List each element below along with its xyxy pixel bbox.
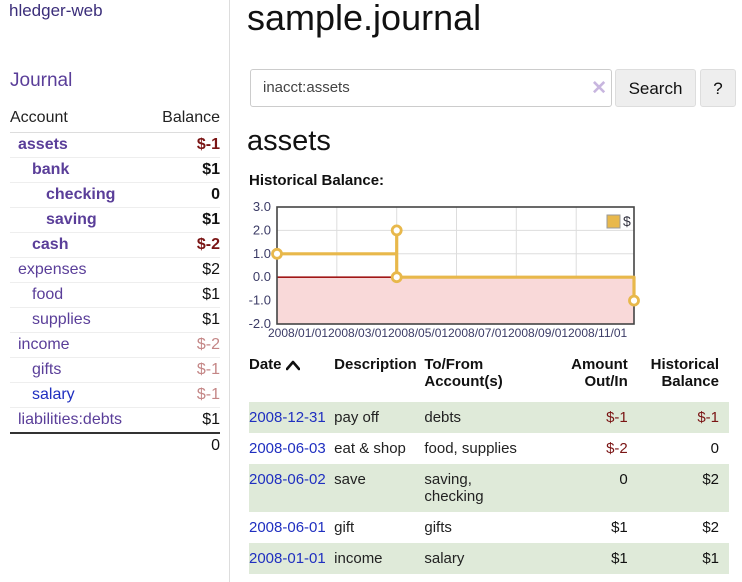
svg-text:-1.0: -1.0 — [249, 293, 271, 308]
svg-text:2008/03/01: 2008/03/01 — [328, 326, 388, 338]
svg-text:0.0: 0.0 — [253, 269, 271, 284]
svg-text:$: $ — [623, 213, 631, 229]
svg-text:3.0: 3.0 — [253, 199, 271, 214]
svg-text:2008/05/01: 2008/05/01 — [388, 326, 448, 338]
svg-text:2008/09/01: 2008/09/01 — [508, 326, 568, 338]
svg-text:1.0: 1.0 — [253, 246, 271, 261]
svg-text:2.0: 2.0 — [253, 222, 271, 237]
svg-text:2008/07/01: 2008/07/01 — [448, 326, 508, 338]
svg-text:2008/11/01: 2008/11/01 — [568, 326, 627, 338]
svg-text:2008/01/01: 2008/01/01 — [268, 326, 328, 338]
